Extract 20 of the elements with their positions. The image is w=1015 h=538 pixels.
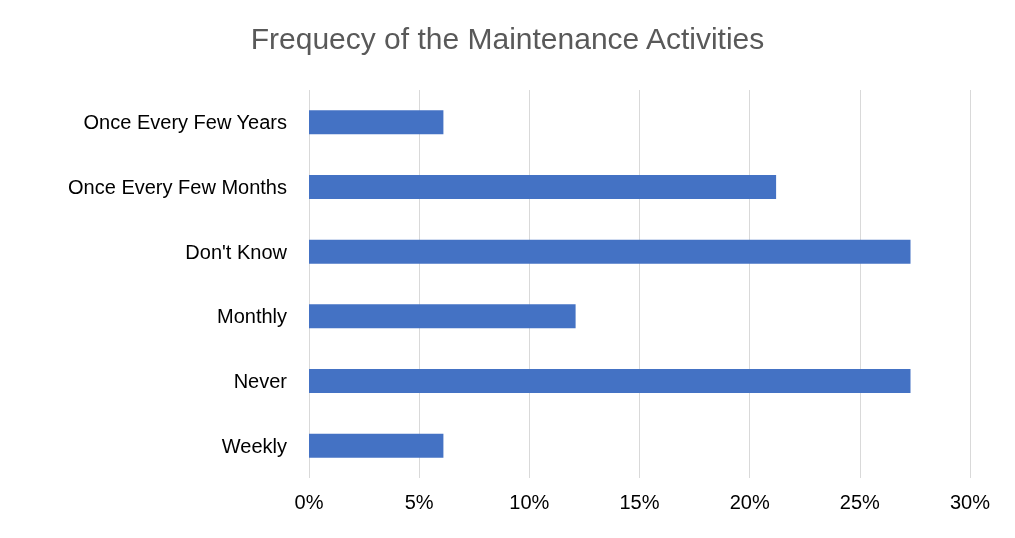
- chart-title: Frequecy of the Maintenance Activities: [250, 21, 765, 55]
- x-tick-label: 10%: [509, 491, 550, 513]
- y-tick-label: Weekly: [221, 434, 287, 457]
- x-tick-label: 25%: [839, 491, 881, 513]
- bar: [309, 304, 576, 329]
- bar: [309, 369, 911, 393]
- y-tick-label: Once Every Few Years: [83, 111, 287, 134]
- x-tick-label: 0%: [294, 491, 324, 513]
- y-tick-label: Once Every Few Months: [68, 176, 287, 198]
- bar: [309, 175, 777, 199]
- x-tick-label: 20%: [729, 491, 770, 513]
- y-tick-label: Don't Know: [185, 240, 288, 263]
- bar: [309, 110, 444, 135]
- bar: [309, 239, 911, 264]
- x-tick-label: 15%: [619, 491, 660, 513]
- y-tick-label: Monthly: [216, 305, 287, 328]
- x-tick-label: 5%: [404, 491, 434, 513]
- y-tick-label: Never: [233, 370, 288, 392]
- bar: [309, 433, 444, 458]
- x-tick-label: 30%: [949, 491, 991, 513]
